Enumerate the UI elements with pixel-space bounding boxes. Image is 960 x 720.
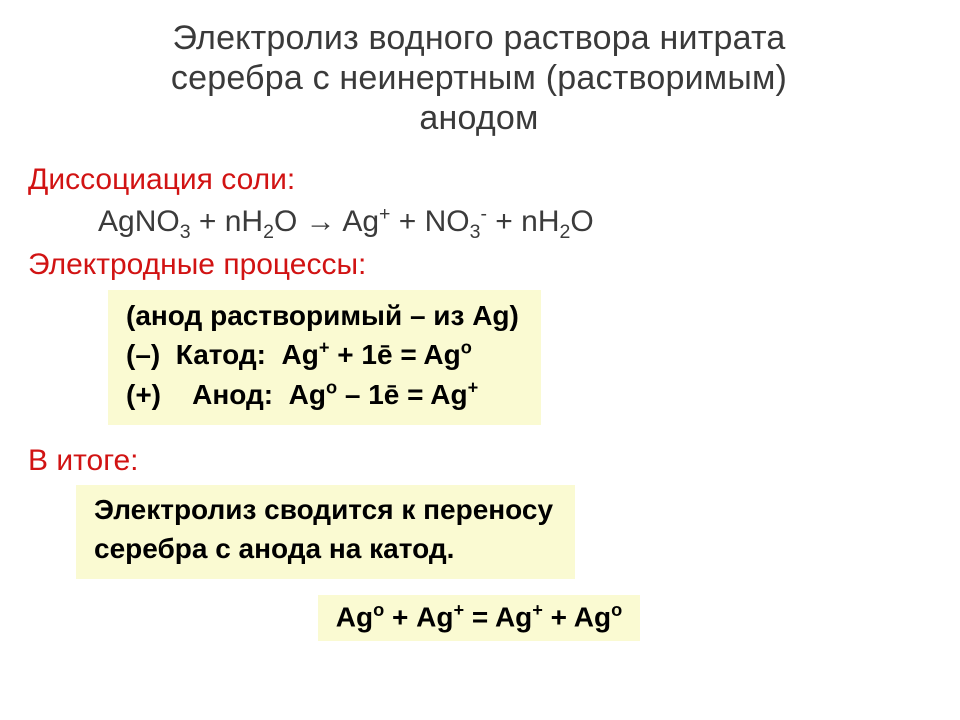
anode-label: (+) Анод: — [126, 379, 289, 410]
eq-part: + Ag — [384, 601, 453, 632]
eq-superscript: + — [453, 600, 464, 620]
title-line-3: анодом — [419, 99, 538, 137]
eq-superscript: о — [326, 378, 337, 398]
eq-part: + nH — [191, 205, 264, 238]
cathode-label: (–) Катод: — [126, 339, 282, 370]
eq-part: Ag — [282, 339, 319, 370]
title-line-2: серебра с неинертным (растворимым) — [171, 59, 787, 97]
eq-superscript: + — [319, 338, 330, 358]
page-title: Электролиз водного раствора нитрата сере… — [38, 18, 920, 138]
equation-dissociation: AgNO3 + nH2O → Ag+ + NO3- + nH2O — [28, 201, 930, 245]
label-dissociation: Диссоциация соли: — [28, 160, 930, 201]
slide: Электролиз водного раствора нитрата сере… — [0, 0, 960, 720]
cathode-line: (–) Катод: Ag+ + 1ē = Agо — [126, 335, 519, 375]
title-line-1: Электролиз водного раствора нитрата — [173, 19, 786, 57]
eq-part: + Ag — [543, 601, 611, 632]
eq-part: – 1ē = Ag — [337, 379, 467, 410]
eq-part: + nH — [487, 205, 560, 238]
anode-line: (+) Анод: Agо – 1ē = Ag+ — [126, 375, 519, 415]
eq-part: AgNO — [98, 205, 180, 238]
label-processes: Электродные процессы: — [28, 245, 930, 286]
eq-part: O → Ag — [274, 205, 379, 238]
summary-box-wrapper: Электролиз сводится к переносу серебра с… — [28, 485, 930, 578]
eq-superscript: + — [468, 378, 479, 398]
summary-line-1: Электролиз сводится к переносу — [94, 491, 553, 530]
eq-part: + 1ē = Ag — [329, 339, 460, 370]
eq-part: Ag — [336, 601, 373, 632]
final-equation-wrapper: Agо + Ag+ = Ag+ + Agо — [28, 595, 930, 642]
eq-superscript: + — [379, 203, 390, 225]
summary-line-2: серебра с анода на катод. — [94, 530, 553, 569]
eq-part: + NO — [390, 205, 469, 238]
electrode-box: (анод растворимый – из Ag) (–) Катод: Ag… — [108, 290, 541, 425]
eq-superscript: о — [611, 600, 622, 620]
eq-subscript: 2 — [560, 221, 571, 243]
summary-box: Электролиз сводится к переносу серебра с… — [76, 485, 575, 578]
final-equation-box: Agо + Ag+ = Ag+ + Agо — [318, 595, 640, 642]
eq-subscript: 2 — [263, 221, 274, 243]
eq-superscript: + — [532, 600, 543, 620]
eq-subscript: 3 — [180, 221, 191, 243]
eq-subscript: 3 — [470, 221, 481, 243]
eq-superscript: о — [461, 338, 472, 358]
eq-part: = Ag — [464, 601, 532, 632]
electrode-box-wrapper: (анод растворимый – из Ag) (–) Катод: Ag… — [28, 290, 930, 425]
spacer — [28, 425, 930, 441]
eq-part: O — [570, 205, 593, 238]
eq-part: Ag — [289, 379, 326, 410]
eq-superscript: о — [373, 600, 384, 620]
anode-note: (анод растворимый – из Ag) — [126, 296, 519, 336]
spacer — [28, 579, 930, 595]
label-result: В итоге: — [28, 441, 930, 482]
